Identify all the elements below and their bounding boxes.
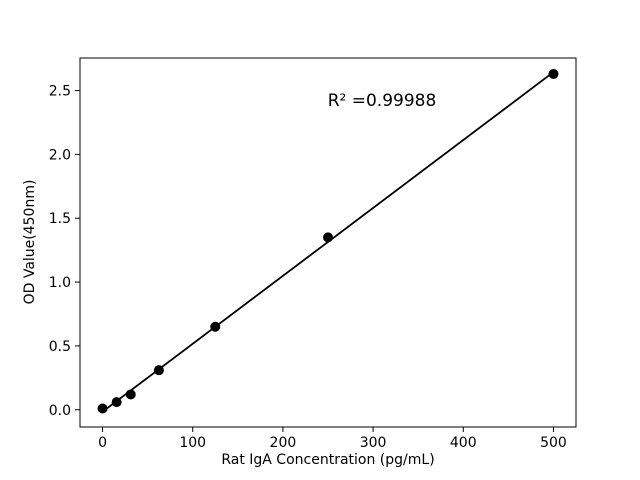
x-axis-label: Rat IgA Concentration (pg/mL): [221, 452, 434, 468]
x-tick-label: 500: [540, 435, 567, 451]
data-point: [97, 403, 108, 414]
x-tick-label: 300: [360, 435, 387, 451]
y-tick-label: 1.5: [49, 211, 71, 227]
data-point: [548, 68, 559, 79]
data-point: [153, 365, 164, 376]
data-point: [210, 321, 221, 332]
y-axis-ticks: 0.0 0.5 1.0 1.5 2.0 2.5: [49, 84, 80, 419]
x-tick-label: 200: [270, 435, 297, 451]
y-tick-label: 2.5: [49, 84, 71, 100]
data-point: [111, 397, 122, 408]
data-marks: [97, 68, 559, 414]
x-tick-label: 0: [98, 435, 107, 451]
x-axis-ticks: 0 100 200 300 400 500: [98, 427, 567, 451]
x-tick-label: 400: [450, 435, 477, 451]
plot-frame: [79, 57, 577, 428]
y-tick-label: 1.0: [49, 275, 71, 291]
data-point: [323, 232, 333, 243]
y-tick-label: 0.0: [49, 403, 71, 419]
y-axis-label: OD Value(450nm): [22, 180, 38, 305]
y-tick-label: 0.5: [49, 339, 71, 355]
r-squared-annotation: R² =0.99988: [328, 91, 437, 111]
y-tick-label: 2.0: [49, 147, 71, 163]
x-tick-label: 100: [179, 435, 206, 451]
data-point: [125, 389, 136, 400]
